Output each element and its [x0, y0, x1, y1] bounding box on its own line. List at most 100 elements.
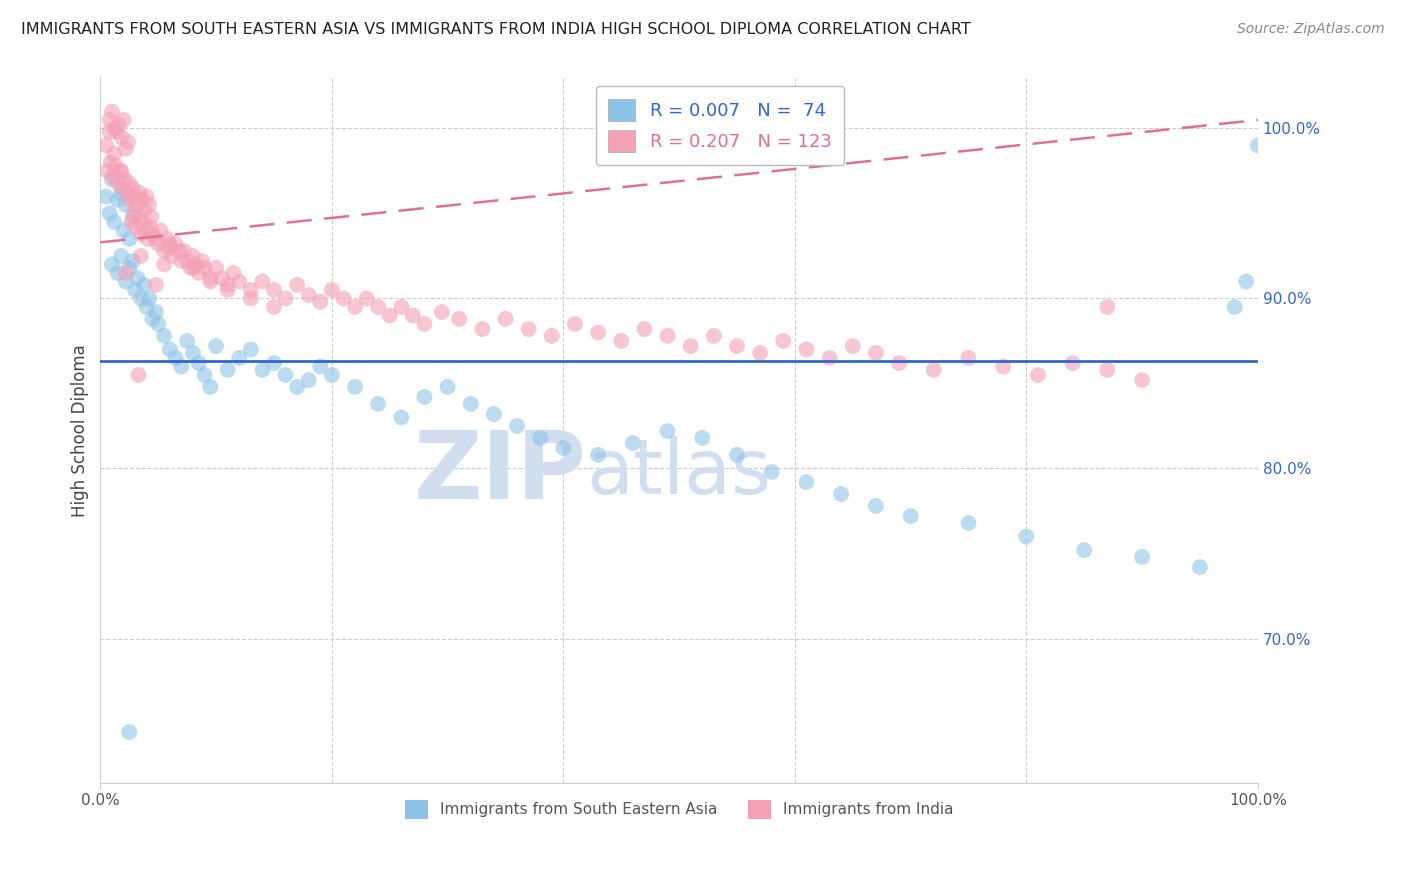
Point — [170, 359, 193, 374]
Point — [252, 275, 274, 289]
Point — [173, 244, 195, 258]
Point — [98, 112, 121, 127]
Point — [367, 300, 389, 314]
Point — [107, 176, 129, 190]
Point — [228, 275, 250, 289]
Point — [181, 249, 204, 263]
Point — [176, 254, 198, 268]
Point — [1188, 560, 1211, 574]
Point — [564, 317, 586, 331]
Point — [482, 407, 505, 421]
Point — [134, 223, 156, 237]
Point — [103, 215, 125, 229]
Point — [107, 266, 129, 280]
Point — [105, 125, 128, 139]
Point — [1097, 300, 1119, 314]
Point — [553, 441, 575, 455]
Point — [134, 202, 156, 217]
Point — [818, 351, 841, 365]
Point — [900, 509, 922, 524]
Point — [1026, 368, 1049, 382]
Point — [124, 283, 146, 297]
Point — [193, 260, 215, 275]
Point — [633, 322, 655, 336]
Point — [749, 346, 772, 360]
Point — [187, 266, 209, 280]
Point — [114, 198, 136, 212]
Point — [129, 292, 152, 306]
Point — [298, 373, 321, 387]
Point — [187, 356, 209, 370]
Point — [96, 164, 118, 178]
Point — [136, 232, 159, 246]
Point — [725, 448, 748, 462]
Point — [104, 159, 127, 173]
Point — [621, 436, 644, 450]
Point — [796, 475, 818, 489]
Point — [128, 368, 150, 382]
Point — [1234, 275, 1257, 289]
Point — [471, 322, 494, 336]
Point — [127, 271, 149, 285]
Point — [141, 210, 163, 224]
Point — [679, 339, 702, 353]
Point — [118, 260, 141, 275]
Point — [690, 431, 713, 445]
Point — [112, 112, 135, 127]
Point — [285, 380, 308, 394]
Point — [115, 186, 138, 200]
Point — [367, 397, 389, 411]
Point — [378, 309, 401, 323]
Point — [134, 277, 156, 292]
Point — [205, 260, 228, 275]
Point — [200, 380, 222, 394]
Text: IMMIGRANTS FROM SOUTH EASTERN ASIA VS IMMIGRANTS FROM INDIA HIGH SCHOOL DIPLOMA : IMMIGRANTS FROM SOUTH EASTERN ASIA VS IM… — [21, 22, 970, 37]
Point — [772, 334, 794, 348]
Point — [110, 186, 132, 200]
Point — [217, 283, 239, 297]
Point — [122, 206, 145, 220]
Point — [205, 339, 228, 353]
Point — [725, 339, 748, 353]
Point — [239, 283, 262, 297]
Point — [517, 322, 540, 336]
Point — [118, 232, 141, 246]
Point — [160, 249, 183, 263]
Point — [117, 135, 139, 149]
Point — [1062, 356, 1084, 370]
Point — [111, 181, 134, 195]
Point — [298, 288, 321, 302]
Point — [108, 118, 131, 132]
Point — [110, 249, 132, 263]
Point — [148, 317, 170, 331]
Point — [176, 334, 198, 348]
Point — [156, 232, 179, 246]
Point — [159, 343, 181, 357]
Point — [865, 499, 887, 513]
Point — [796, 343, 818, 357]
Point — [217, 363, 239, 377]
Point — [138, 198, 160, 212]
Point — [153, 244, 176, 258]
Point — [1015, 529, 1038, 543]
Point — [217, 277, 239, 292]
Point — [657, 424, 679, 438]
Point — [121, 210, 143, 224]
Point — [610, 334, 633, 348]
Point — [121, 181, 143, 195]
Point — [309, 359, 332, 374]
Text: ZIP: ZIP — [413, 426, 586, 518]
Point — [103, 121, 125, 136]
Point — [165, 237, 187, 252]
Point — [957, 351, 980, 365]
Point — [100, 155, 122, 169]
Point — [263, 356, 285, 370]
Point — [108, 164, 131, 178]
Point — [389, 410, 412, 425]
Point — [118, 725, 141, 739]
Point — [309, 294, 332, 309]
Point — [957, 516, 980, 530]
Point — [127, 198, 149, 212]
Y-axis label: High School Diploma: High School Diploma — [72, 343, 89, 516]
Point — [145, 277, 167, 292]
